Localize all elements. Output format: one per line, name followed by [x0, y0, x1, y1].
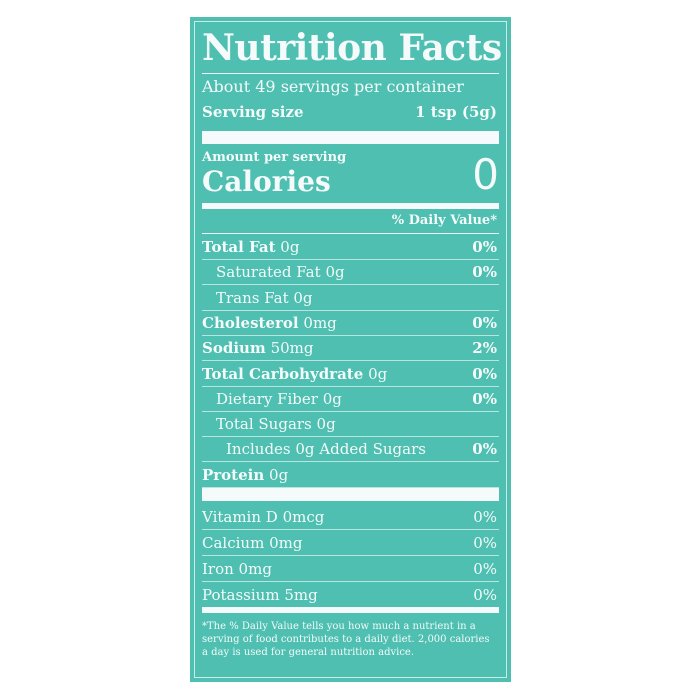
nutrient-name: Protein — [202, 465, 265, 484]
serving-size: Serving size 1 tsp (5g) — [202, 103, 499, 121]
nutrient-name: Sodium — [202, 339, 266, 358]
nutrient-amount: 0g — [269, 465, 289, 484]
nutrient-daily-value: 0% — [472, 440, 497, 459]
footnote: *The % Daily Value tells you how much a … — [202, 621, 490, 658]
nutrition-facts-label: Nutrition Facts About 49 servings per co… — [190, 17, 511, 682]
nutrient-name: Trans Fat — [216, 288, 289, 307]
vitamin-name: Calcium 0mg — [202, 534, 303, 552]
thick-divider — [202, 131, 499, 144]
label-title: Nutrition Facts — [202, 27, 502, 69]
vitamin-row: Potassium 5mg 0% — [202, 583, 499, 608]
calories-label: Calories — [202, 165, 331, 198]
vitamin-daily-value: 0% — [473, 560, 497, 578]
nutrient-row: Total Carbohydrate 0g 0% — [202, 362, 499, 387]
nutrient-daily-value: 0% — [472, 263, 497, 282]
nutrient-amount: 0g — [322, 389, 342, 408]
vitamin-daily-value: 0% — [473, 534, 497, 552]
medium-divider — [202, 607, 499, 613]
nutrient-row: Trans Fat 0g — [202, 286, 499, 311]
nutrient-amount: 0g — [368, 364, 388, 383]
vitamin-daily-value: 0% — [473, 508, 497, 526]
nutrient-amount: 0g — [280, 238, 300, 256]
vitamin-row: Iron 0mg 0% — [202, 557, 499, 582]
amount-per-serving: Amount per serving — [202, 150, 347, 165]
nutrient-name: Dietary Fiber — [216, 389, 318, 408]
nutrient-daily-value: 0% — [472, 238, 497, 256]
vitamin-row: Calcium 0mg 0% — [202, 531, 499, 556]
thick-divider — [202, 488, 499, 501]
serving-size-value: 1 tsp (5g) — [415, 103, 497, 121]
nutrient-name: Total Carbohydrate — [202, 364, 364, 383]
vitamin-name: Potassium 5mg — [202, 586, 318, 604]
nutrient-name: Total Sugars — [216, 415, 312, 434]
nutrient-amount: 0g — [293, 288, 313, 307]
nutrient-amount: 50mg — [270, 339, 314, 358]
nutrient-amount: 0mg — [303, 313, 337, 332]
vitamin-row: Vitamin D 0mcg 0% — [202, 505, 499, 530]
nutrient-daily-value: 0% — [472, 389, 497, 408]
nutrient-row: Saturated Fat 0g 0% — [202, 260, 499, 286]
nutrient-row: Protein 0g — [202, 463, 499, 488]
nutrient-amount: 0g — [325, 263, 345, 282]
label-border — [194, 21, 507, 678]
nutrient-name: Cholesterol — [202, 313, 299, 332]
nutrient-row: Cholesterol 0mg 0% — [202, 311, 499, 336]
divider — [202, 233, 499, 234]
nutrient-row: Total Fat 0g 0% — [202, 235, 499, 260]
nutrient-daily-value: 0% — [472, 313, 497, 332]
vitamin-name: Iron 0mg — [202, 560, 272, 578]
nutrient-name: Saturated Fat — [216, 263, 321, 282]
nutrient-row: Total Sugars 0g — [202, 412, 499, 438]
divider — [202, 73, 499, 74]
nutrient-name: Includes 0g Added Sugars — [226, 440, 426, 459]
nutrient-amount: 0g — [316, 415, 336, 434]
nutrient-row: Sodium 50mg 2% — [202, 336, 499, 362]
nutrient-daily-value: 0% — [472, 364, 497, 383]
vitamin-name: Vitamin D 0mcg — [202, 508, 325, 526]
nutrient-row: Includes 0g Added Sugars 0% — [202, 437, 499, 463]
calories-value: 0 — [472, 150, 499, 199]
daily-value-header: % Daily Value* — [391, 213, 497, 228]
vitamin-daily-value: 0% — [473, 586, 497, 604]
nutrient-name: Total Fat — [202, 238, 276, 256]
serving-size-label: Serving size — [202, 103, 304, 121]
medium-divider — [202, 203, 499, 209]
nutrient-daily-value: 2% — [472, 339, 497, 358]
servings-per-container: About 49 servings per container — [202, 77, 464, 96]
nutrient-row: Dietary Fiber 0g 0% — [202, 387, 499, 412]
